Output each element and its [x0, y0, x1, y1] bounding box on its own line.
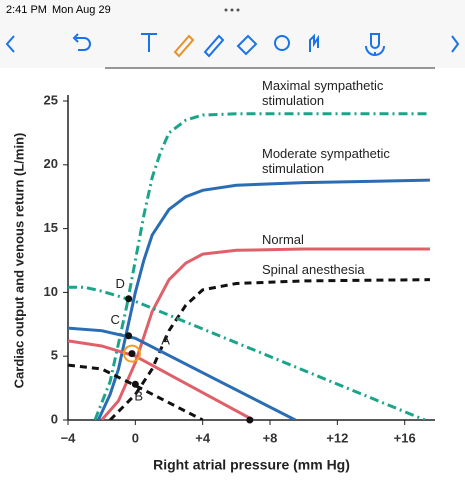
curve [96, 178, 430, 420]
x-tick-label: +16 [394, 430, 416, 445]
y-tick-label: 0 [51, 411, 58, 426]
point-label: C [110, 312, 119, 327]
curve [93, 112, 430, 420]
dots [224, 8, 240, 12]
curve [68, 285, 426, 420]
curve [68, 339, 254, 420]
equilibrium-point [125, 332, 133, 340]
series-label: Normal [262, 232, 304, 247]
equilibrium-point [246, 416, 254, 424]
y-tick-label: 5 [51, 348, 58, 363]
highlight [122, 344, 141, 363]
y-tick-label: 20 [44, 156, 58, 171]
y-tick-label: 15 [44, 220, 58, 235]
curve [109, 278, 430, 420]
y-tick-label: 10 [44, 284, 58, 299]
point-label: B [134, 388, 143, 403]
tool-icons[interactable] [5, 33, 460, 58]
x-tick-label: 0 [132, 430, 139, 445]
equilibrium-point [131, 380, 139, 388]
curve [68, 363, 204, 420]
equilibrium-point [128, 350, 136, 358]
series-label: Moderate sympathetic stimulation [262, 146, 390, 176]
x-tick-label: +8 [263, 430, 278, 445]
curve [100, 247, 430, 420]
series-label: Spinal anesthesia [262, 262, 365, 277]
time: 2:41 PM [6, 4, 47, 16]
x-tick-label: −4 [61, 430, 77, 445]
point-label: A [161, 332, 170, 347]
x-tick-label: +4 [195, 430, 211, 445]
x-axis-label: Right atrial pressure (mm Hg) [153, 457, 350, 473]
equilibrium-point [125, 295, 133, 303]
y-tick-label: 25 [44, 92, 58, 107]
y-axis-label: Cardiac output and venous return (L/min) [11, 133, 26, 389]
series-label: Maximal sympathetic stimulation [262, 78, 384, 108]
x-tick-label: +12 [326, 430, 348, 445]
curve [68, 326, 296, 420]
date: Mon Aug 29 [52, 4, 111, 16]
point-label: D [115, 276, 124, 291]
